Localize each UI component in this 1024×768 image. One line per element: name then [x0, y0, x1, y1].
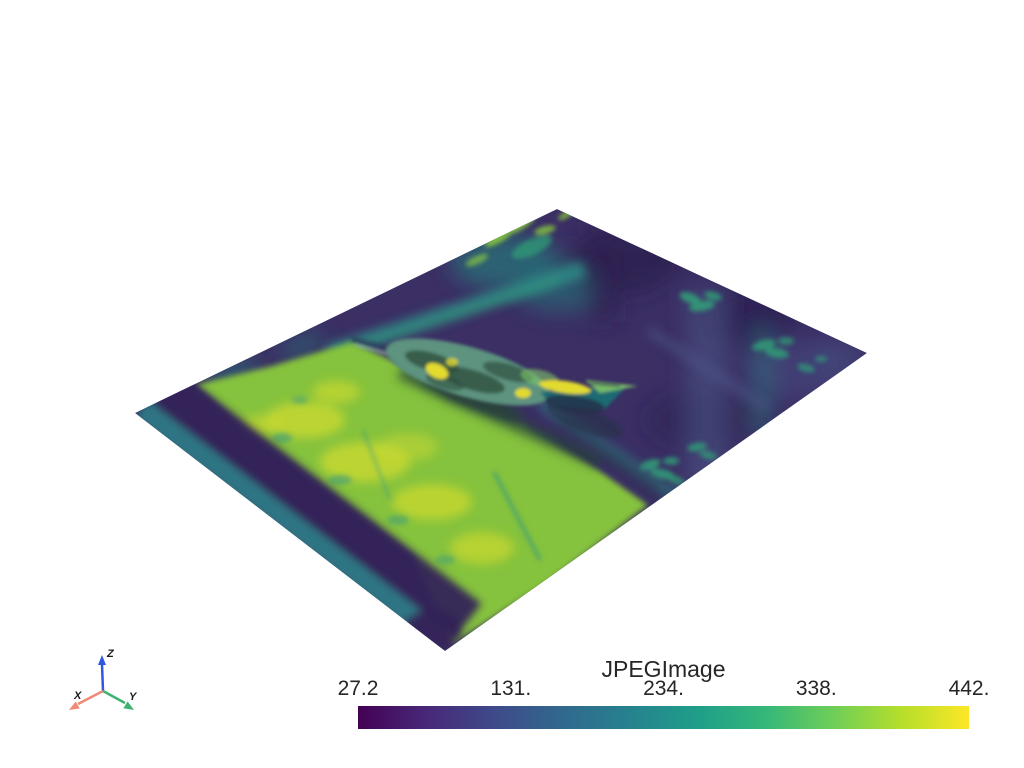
foliage-blobs [465, 209, 827, 485]
background-branches [325, 261, 771, 413]
scalar-bar-tick: 27.2 [337, 677, 379, 700]
bird [348, 335, 638, 438]
scalar-bar-tick: 338. [795, 677, 837, 700]
x-axis-arrow [69, 689, 104, 710]
y-axis-arrow [102, 689, 134, 710]
z-axis-label: Z [106, 648, 115, 660]
scalar-bar-ticks: 27.2 131. 234. 338. 442. [338, 677, 990, 700]
scalar-bar-tick: 442. [948, 677, 990, 700]
scalar-bar-title: JPEGImage [601, 656, 726, 682]
z-axis-arrow [98, 655, 106, 692]
scalar-bar-gradient [358, 706, 969, 729]
x-axis-label: X [73, 690, 82, 702]
mesh-plane[interactable] [135, 208, 870, 651]
scalar-bar-tick: 234. [643, 677, 684, 700]
orientation-axes-widget[interactable]: Z X Y [58, 643, 150, 725]
scalar-bar-tick: 131. [490, 677, 532, 700]
y-axis-label: Y [129, 691, 138, 703]
edge-bands [135, 365, 482, 650]
